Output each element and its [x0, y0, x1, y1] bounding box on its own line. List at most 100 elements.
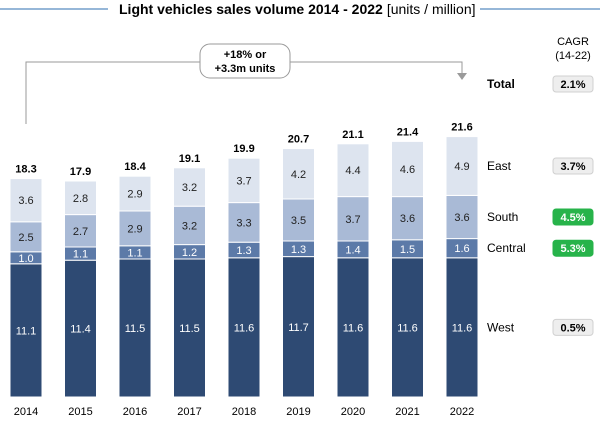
data-label-east-2014: 3.6: [18, 195, 33, 207]
region-label-central: Central: [487, 241, 526, 255]
bracket-arrowhead: [457, 73, 467, 80]
data-label-west-2016: 11.5: [125, 323, 146, 335]
bar-segment-east-2018: [227, 157, 261, 204]
total-label-2022: 21.6: [451, 122, 472, 134]
x-tick-label-2019: 2019: [286, 406, 310, 418]
x-tick-label-2014: 2014: [14, 406, 38, 418]
x-tick-label-2018: 2018: [232, 406, 256, 418]
bar-segment-east-2021: [391, 140, 424, 198]
x-tick-label-2016: 2016: [123, 406, 147, 418]
data-label-south-2016: 2.9: [127, 223, 142, 235]
bar-segment-east-2014: [9, 178, 43, 223]
cagr-value-total: 2.1%: [560, 79, 585, 91]
growth-bracket: +18% or +3.3m units: [25, 43, 467, 124]
data-label-central-2014: 1.0: [18, 253, 33, 265]
x-tick-label-2021: 2021: [395, 406, 419, 418]
data-label-south-2022: 3.6: [454, 212, 469, 224]
x-tick-label-2020: 2020: [341, 406, 365, 418]
data-label-south-2017: 3.2: [182, 220, 197, 232]
bar-segment-east-2016: [118, 175, 152, 212]
bar-segment-west-2020: [336, 257, 370, 398]
bar-segment-south-2015: [64, 214, 97, 248]
data-label-central-2018: 1.3: [236, 245, 251, 257]
bar-segment-east-2017: [173, 167, 206, 207]
bar-segment-west-2017: [173, 258, 206, 398]
total-label-2019: 20.7: [288, 134, 309, 146]
bar-segment-south-2017: [173, 205, 206, 246]
data-label-east-2019: 4.2: [291, 169, 306, 181]
bar-segment-east-2015: [64, 180, 97, 216]
data-label-central-2017: 1.2: [182, 247, 197, 259]
data-label-central-2022: 1.6: [454, 243, 469, 255]
cagr-value-west: 0.5%: [560, 322, 585, 334]
cagr-badge-south: [552, 208, 594, 226]
region-label-west: West: [487, 320, 515, 334]
bar-segment-south-2014: [9, 221, 43, 253]
chart-title: Light vehicles sales volume 2014 - 2022[…: [119, 1, 476, 17]
data-label-south-2021: 3.6: [400, 213, 415, 225]
annotation-line1: +18% or: [224, 49, 267, 61]
data-label-central-2020: 1.4: [345, 244, 360, 256]
data-label-west-2022: 11.6: [452, 322, 473, 334]
data-label-west-2020: 11.6: [343, 322, 364, 334]
bar-segment-west-2021: [391, 257, 424, 398]
bar-segment-east-2022: [445, 136, 479, 196]
region-label-total: Total: [487, 77, 515, 91]
data-label-east-2017: 3.2: [182, 182, 197, 194]
data-label-east-2016: 2.9: [127, 189, 142, 201]
cagr-badge-central: [552, 239, 594, 257]
data-label-east-2022: 4.9: [454, 161, 469, 173]
bar-segment-east-2019: [282, 148, 315, 200]
cagr-badge-east: [552, 157, 594, 175]
total-label-2014: 18.3: [15, 164, 36, 176]
cagr-value-central: 5.3%: [560, 243, 585, 255]
bar-segment-west-2018: [227, 257, 261, 398]
bar-segment-south-2018: [227, 202, 261, 243]
total-label-2017: 19.1: [179, 153, 200, 165]
annotation-line2: +3.3m units: [215, 63, 276, 75]
annotation-box: [199, 43, 291, 79]
data-label-south-2019: 3.5: [291, 215, 306, 227]
data-label-south-2015: 2.7: [73, 226, 88, 238]
cagr-value-south: 4.5%: [560, 212, 585, 224]
data-label-central-2019: 1.3: [291, 244, 306, 256]
region-label-south: South: [487, 210, 518, 224]
data-label-west-2019: 11.7: [288, 322, 309, 334]
cagr-value-east: 3.7%: [560, 161, 585, 173]
bar-segment-west-2015: [64, 259, 97, 398]
data-label-east-2015: 2.8: [73, 193, 88, 205]
total-label-2018: 19.9: [233, 143, 254, 155]
bar-segment-west-2014: [9, 263, 43, 398]
bar-segment-east-2020: [336, 143, 370, 198]
bar-segment-south-2016: [118, 210, 152, 247]
bar-segment-west-2016: [118, 258, 152, 398]
data-label-west-2017: 11.5: [179, 323, 200, 335]
total-label-2015: 17.9: [70, 166, 91, 178]
cagr-header-line2: (14-22): [555, 50, 590, 62]
bar-segment-south-2019: [282, 198, 315, 242]
total-label-2020: 21.1: [342, 129, 363, 141]
data-label-central-2015: 1.1: [73, 249, 88, 261]
x-tick-label-2015: 2015: [68, 406, 92, 418]
data-label-south-2018: 3.3: [236, 217, 251, 229]
cagr-badge-west: [552, 318, 594, 336]
bar-segment-south-2020: [336, 196, 370, 242]
data-label-west-2015: 11.4: [70, 324, 91, 336]
data-label-central-2016: 1.1: [127, 247, 142, 259]
region-label-east: East: [487, 159, 512, 173]
data-label-west-2021: 11.6: [397, 322, 418, 334]
data-label-south-2014: 2.5: [18, 232, 33, 244]
data-label-west-2014: 11.1: [16, 325, 37, 337]
bar-segment-west-2019: [282, 256, 315, 398]
total-label-2021: 21.4: [397, 126, 419, 138]
data-label-east-2018: 3.7: [236, 175, 251, 187]
data-label-east-2020: 4.4: [345, 165, 360, 177]
data-label-east-2021: 4.6: [400, 164, 415, 176]
x-tick-label-2022: 2022: [450, 406, 474, 418]
x-tick-label-2017: 2017: [177, 406, 201, 418]
data-label-central-2021: 1.5: [400, 244, 415, 256]
data-label-west-2018: 11.6: [234, 322, 255, 334]
cagr-header-line1: CAGR: [557, 36, 589, 48]
total-label-2016: 18.4: [124, 161, 146, 173]
